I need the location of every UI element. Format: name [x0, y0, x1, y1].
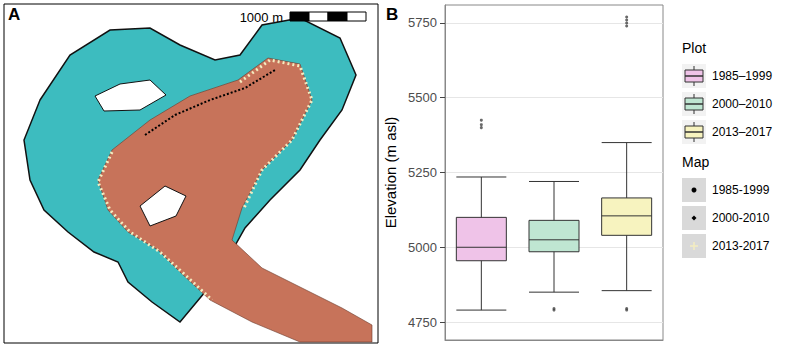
svg-text:2000-2010: 2000-2010: [712, 211, 770, 225]
svg-text:5250: 5250: [408, 165, 437, 180]
svg-text:5500: 5500: [408, 90, 437, 105]
svg-text:2013-2017: 2013-2017: [712, 239, 770, 253]
svg-text:1000 m: 1000 m: [240, 10, 283, 25]
svg-text:4750: 4750: [408, 315, 437, 330]
svg-text:5750: 5750: [408, 15, 437, 30]
svg-text:1985-1999: 1985-1999: [712, 183, 770, 197]
svg-text:2013–2017: 2013–2017: [712, 125, 772, 139]
svg-text:Plot: Plot: [682, 40, 706, 56]
svg-text:B: B: [386, 5, 398, 24]
svg-text:Elevation (m asl): Elevation (m asl): [382, 117, 399, 229]
svg-text:1985–1999: 1985–1999: [712, 69, 772, 83]
svg-text:5000: 5000: [408, 240, 437, 255]
svg-text:A: A: [8, 5, 20, 24]
svg-text:Map: Map: [682, 154, 709, 170]
svg-text:2000–2010: 2000–2010: [712, 97, 772, 111]
